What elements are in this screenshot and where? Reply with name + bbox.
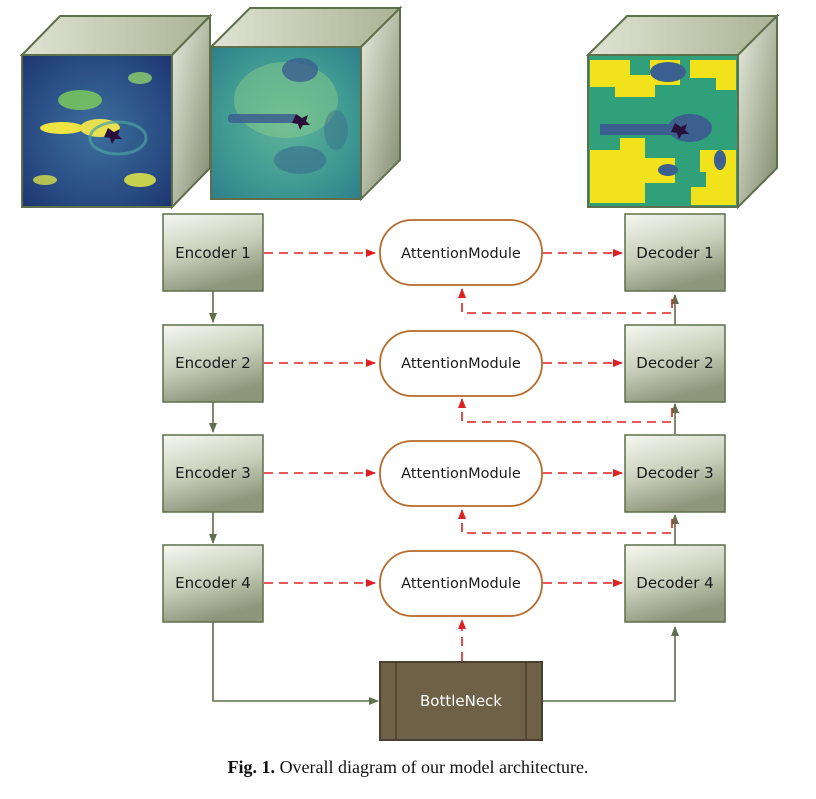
mri-scan-image-1 xyxy=(33,72,156,187)
input-volume-2 xyxy=(208,5,403,202)
input-volume-1 xyxy=(19,13,213,210)
attention-module-1-label: AttentionModule xyxy=(401,246,521,262)
decoder-block-4: Decoder 4 xyxy=(624,544,726,623)
decoder-3-label: Decoder 3 xyxy=(636,464,713,482)
attention-module-3: AttentionModule xyxy=(379,440,543,507)
segmentation-map-image xyxy=(590,60,736,205)
encoder-4-label: Encoder 4 xyxy=(175,574,251,592)
skip-connection-arrows xyxy=(264,249,673,661)
attention-module-4-label: AttentionModule xyxy=(401,576,521,592)
figure-caption-text: Overall diagram of our model architectur… xyxy=(279,757,589,777)
attention-module-4: AttentionModule xyxy=(379,550,543,617)
bottleneck-block: BottleNeck xyxy=(379,661,543,741)
encoder-block-1: Encoder 1 xyxy=(162,213,264,292)
attention-module-1: AttentionModule xyxy=(379,219,543,286)
attention-module-2-label: AttentionModule xyxy=(401,356,521,372)
output-segmentation-volume xyxy=(585,13,780,210)
decoder-4-label: Decoder 4 xyxy=(636,574,713,592)
decoder-block-2: Decoder 2 xyxy=(624,324,726,403)
encoder-block-2: Encoder 2 xyxy=(162,324,264,403)
decoder-1-label: Decoder 1 xyxy=(636,244,713,262)
figure-caption-label: Fig. 1. xyxy=(227,757,276,777)
decoder-block-1: Decoder 1 xyxy=(624,213,726,292)
figure-caption: Fig. 1. Overall diagram of our model arc… xyxy=(0,757,816,778)
attention-module-3-label: AttentionModule xyxy=(401,466,521,482)
mri-scan-image-2 xyxy=(228,58,348,174)
decoder-block-3: Decoder 3 xyxy=(624,434,726,513)
encoder-3-label: Encoder 3 xyxy=(175,464,251,482)
encoder-2-label: Encoder 2 xyxy=(175,354,251,372)
bottleneck-label: BottleNeck xyxy=(420,692,502,710)
encoder-1-label: Encoder 1 xyxy=(175,244,251,262)
encoder-block-4: Encoder 4 xyxy=(162,544,264,623)
bottleneck-connections xyxy=(212,622,679,705)
decoder-2-label: Decoder 2 xyxy=(636,354,713,372)
encoder-block-3: Encoder 3 xyxy=(162,434,264,513)
attention-module-2: AttentionModule xyxy=(379,330,543,397)
